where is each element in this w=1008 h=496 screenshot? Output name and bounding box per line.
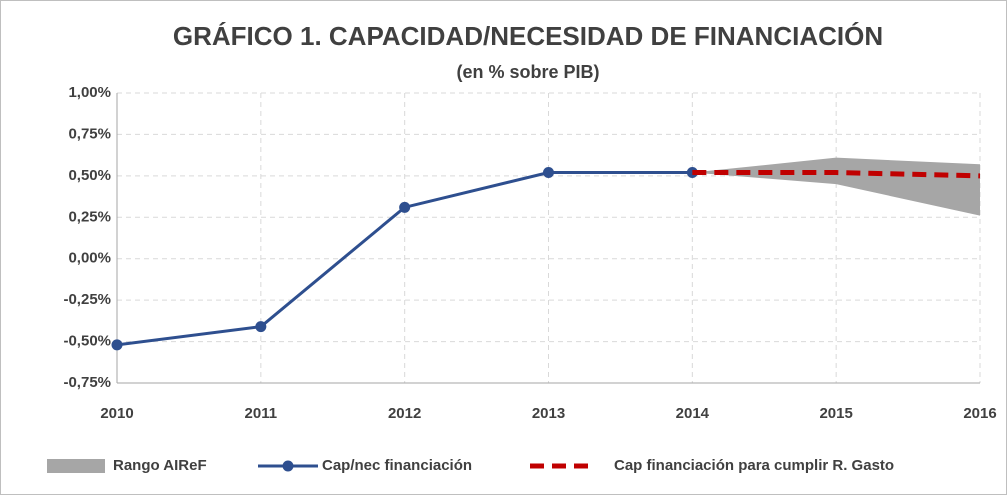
series-marker	[111, 339, 123, 351]
y-tick-label: 0,25%	[68, 208, 111, 225]
y-tick-label: -0,50%	[63, 333, 111, 350]
x-tick-label: 2016	[963, 405, 996, 422]
y-tick-label: 0,75%	[68, 125, 111, 142]
legend-label: Cap/nec financiación	[322, 457, 472, 474]
legend-swatch	[47, 459, 105, 473]
y-tick-label: -0,25%	[63, 291, 111, 308]
legend-marker	[282, 460, 294, 472]
x-tick-label: 2014	[676, 405, 710, 422]
x-tick-label: 2013	[532, 405, 565, 422]
y-tick-label: -0,75%	[63, 374, 111, 391]
y-tick-label: 0,00%	[68, 250, 111, 267]
x-tick-label: 2011	[245, 405, 278, 422]
series-line	[692, 170, 981, 179]
y-tick-label: 0,50%	[68, 167, 111, 184]
series-marker	[399, 201, 411, 213]
legend-label: Rango AIReF	[113, 457, 207, 474]
series-marker	[543, 167, 554, 179]
y-tick-label: 1,00%	[68, 84, 111, 101]
legend-label: Cap financiación para cumplir R. Gasto	[614, 457, 894, 474]
x-tick-label: 2010	[100, 405, 133, 422]
x-tick-label: 2015	[819, 405, 852, 422]
series-marker	[255, 321, 267, 333]
x-tick-label: 2012	[388, 405, 421, 422]
chart-subtitle: (en % sobre PIB)	[456, 62, 599, 82]
chart-title: GRÁFICO 1. CAPACIDAD/NECESIDAD DE FINANC…	[173, 21, 883, 51]
